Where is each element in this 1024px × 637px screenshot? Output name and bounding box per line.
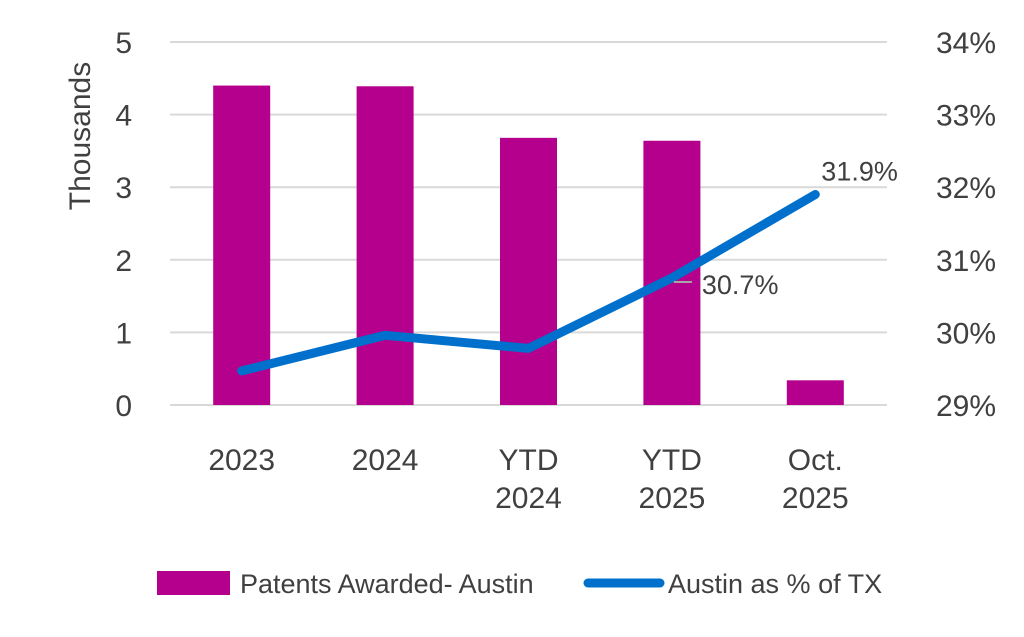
y2-tick-label: 31% (936, 245, 996, 278)
data-label: 31.9% (821, 156, 898, 186)
legend-label: Patents Awarded- Austin (240, 569, 534, 599)
x-tick-label: 2024 (495, 482, 562, 515)
y-axis-title: Thousands (64, 62, 97, 210)
x-tick-label: YTD (499, 444, 559, 477)
data-label: 30.7% (702, 270, 779, 300)
y2-tick-label: 30% (936, 317, 996, 350)
bar-4 (786, 380, 844, 405)
legend-swatch-bars (157, 571, 230, 595)
y2-tick-label: 33% (936, 100, 996, 133)
x-tick-label: 2023 (208, 444, 275, 477)
x-tick-label: Oct. (788, 444, 843, 477)
y-tick-label: 2 (115, 245, 132, 278)
x-tick-label: 2025 (639, 482, 706, 515)
legend-label: Austin as % of TX (668, 569, 882, 599)
y-tick-label: 0 (115, 390, 132, 423)
y-tick-label: 4 (115, 100, 132, 133)
x-tick-label: 2024 (352, 444, 419, 477)
bar-1 (356, 86, 414, 405)
y-tick-label: 5 (115, 27, 132, 60)
y2-tick-label: 29% (936, 390, 996, 423)
y2-tick-label: 34% (936, 27, 996, 60)
y-tick-label: 1 (115, 317, 132, 350)
y-tick-label: 3 (115, 172, 132, 205)
y2-tick-label: 32% (936, 172, 996, 205)
x-tick-label: YTD (642, 444, 702, 477)
bar-2 (500, 137, 557, 405)
x-tick-label: 2025 (782, 482, 849, 515)
bar-0 (213, 85, 271, 405)
